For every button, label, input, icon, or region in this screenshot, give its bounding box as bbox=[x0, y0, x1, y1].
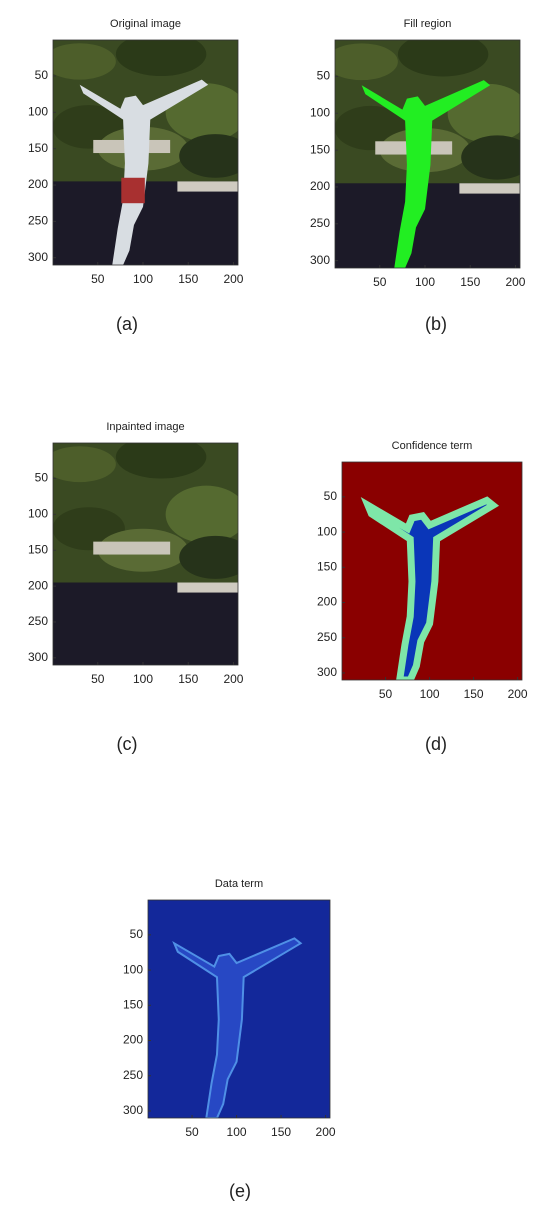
y-tick-label: 250 bbox=[317, 630, 337, 644]
caption: (a) bbox=[116, 314, 138, 334]
y-tick-label: 250 bbox=[123, 1068, 143, 1082]
y-tick-label: 150 bbox=[310, 142, 330, 156]
y-tick-label: 250 bbox=[310, 216, 330, 230]
panel-title: Fill region bbox=[404, 18, 452, 30]
y-tick-label: 250 bbox=[28, 214, 48, 228]
foliage bbox=[326, 43, 398, 80]
y-tick-label: 200 bbox=[28, 177, 48, 191]
foliage bbox=[179, 134, 251, 178]
y-tick-label: 200 bbox=[123, 1033, 143, 1047]
image-content bbox=[148, 900, 330, 1118]
y-tick-label: 100 bbox=[310, 105, 330, 119]
image bbox=[44, 32, 252, 265]
x-tick-label: 150 bbox=[271, 1125, 291, 1139]
y-tick-label: 300 bbox=[310, 253, 330, 267]
foliage bbox=[179, 536, 251, 579]
foliage bbox=[44, 446, 116, 482]
panel-title: Confidence term bbox=[392, 440, 473, 452]
panel-title: Original image bbox=[110, 18, 181, 30]
y-tick-label: 100 bbox=[28, 105, 48, 119]
y-tick-label: 300 bbox=[28, 250, 48, 264]
x-tick-label: 50 bbox=[373, 275, 387, 289]
y-tick-label: 100 bbox=[123, 962, 143, 976]
water bbox=[53, 583, 238, 665]
y-tick-label: 150 bbox=[317, 559, 337, 573]
x-tick-label: 150 bbox=[464, 687, 484, 701]
image bbox=[326, 32, 534, 268]
panel-title: Data term bbox=[215, 878, 263, 890]
image-content bbox=[342, 462, 522, 680]
image-content bbox=[44, 435, 252, 665]
x-tick-label: 100 bbox=[420, 687, 440, 701]
y-tick-label: 150 bbox=[28, 141, 48, 155]
y-tick-label: 200 bbox=[317, 595, 337, 609]
y-tick-label: 300 bbox=[123, 1103, 143, 1117]
y-tick-label: 50 bbox=[35, 471, 49, 485]
x-tick-label: 50 bbox=[379, 687, 393, 701]
y-tick-label: 100 bbox=[28, 507, 48, 521]
x-tick-label: 50 bbox=[91, 672, 105, 686]
water bbox=[53, 181, 238, 265]
foliage bbox=[398, 32, 488, 76]
bridge bbox=[177, 583, 238, 593]
y-tick-label: 300 bbox=[28, 650, 48, 664]
foliage bbox=[116, 435, 206, 478]
figure: Original image 50 100 150 200 50 100 150 200 250 3… bbox=[0, 0, 554, 1209]
x-tick-label: 200 bbox=[505, 275, 525, 289]
y-tick-label: 50 bbox=[35, 68, 49, 82]
x-tick-label: 100 bbox=[227, 1125, 247, 1139]
y-tick-label: 150 bbox=[123, 997, 143, 1011]
y-tick-label: 150 bbox=[28, 542, 48, 556]
legs bbox=[121, 178, 145, 203]
bridge bbox=[459, 183, 520, 193]
x-tick-label: 50 bbox=[91, 272, 105, 286]
x-tick-label: 100 bbox=[133, 672, 153, 686]
y-tick-label: 200 bbox=[28, 578, 48, 592]
x-tick-label: 200 bbox=[316, 1125, 336, 1139]
foliage bbox=[44, 43, 116, 79]
x-tick-label: 150 bbox=[460, 275, 480, 289]
image bbox=[342, 462, 522, 680]
y-tick-label: 250 bbox=[28, 614, 48, 628]
caption: (d) bbox=[425, 734, 447, 754]
image bbox=[148, 900, 330, 1118]
x-tick-label: 50 bbox=[185, 1125, 199, 1139]
x-tick-label: 100 bbox=[133, 272, 153, 286]
image-content bbox=[44, 32, 252, 265]
x-tick-label: 200 bbox=[223, 672, 243, 686]
foliage bbox=[116, 32, 206, 76]
water bbox=[335, 183, 520, 268]
y-tick-label: 100 bbox=[317, 524, 337, 538]
y-tick-label: 50 bbox=[324, 489, 338, 503]
bridge bbox=[177, 181, 238, 191]
x-tick-label: 100 bbox=[415, 275, 435, 289]
x-tick-label: 150 bbox=[178, 672, 198, 686]
caption: (b) bbox=[425, 314, 447, 334]
y-tick-label: 50 bbox=[130, 927, 144, 941]
bridge bbox=[93, 542, 170, 555]
foliage bbox=[461, 135, 533, 179]
panel-title: Inpainted image bbox=[106, 421, 184, 433]
y-tick-label: 300 bbox=[317, 665, 337, 679]
image-content bbox=[326, 32, 534, 268]
x-tick-label: 200 bbox=[223, 272, 243, 286]
y-tick-label: 200 bbox=[310, 179, 330, 193]
x-tick-label: 200 bbox=[508, 687, 528, 701]
y-tick-label: 50 bbox=[317, 69, 331, 83]
image bbox=[44, 435, 252, 665]
caption: (c) bbox=[117, 734, 138, 754]
x-tick-label: 150 bbox=[178, 272, 198, 286]
foliage bbox=[166, 486, 247, 543]
caption: (e) bbox=[229, 1181, 251, 1201]
